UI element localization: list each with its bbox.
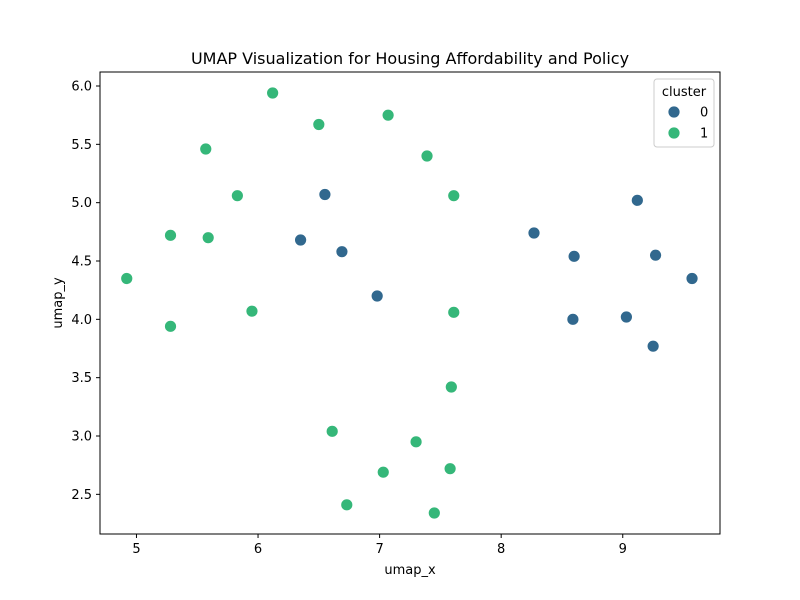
data-point-cluster-1-8: [201, 231, 215, 245]
data-point-cluster-1-1: [312, 118, 326, 131]
legend-label-cluster-0: 0: [700, 106, 708, 121]
data-point-cluster-1-15: [409, 435, 423, 449]
x-tick-label: 6: [254, 542, 262, 557]
data-point-cluster-1-3: [199, 142, 213, 156]
data-point-cluster-0-11: [685, 272, 699, 285]
legend-marker-cluster-0: [667, 105, 681, 119]
data-point-cluster-1-12: [447, 305, 461, 319]
legend-marker-cluster-1: [667, 126, 681, 140]
data-point-cluster-1-17: [443, 462, 457, 476]
y-axis-label: umap_y: [51, 277, 66, 329]
data-point-cluster-0-3: [370, 289, 384, 303]
legend: cluster 01: [653, 78, 715, 148]
legend-title: cluster: [662, 85, 707, 100]
y-tick-label: 5.0: [71, 196, 92, 211]
legend-entries: 01: [667, 105, 708, 142]
data-point-cluster-1-9: [120, 272, 134, 285]
data-point-cluster-1-18: [340, 498, 354, 512]
data-point-cluster-0-2: [335, 245, 349, 259]
y-tick-label: 5.5: [71, 138, 92, 153]
points-layer: [120, 86, 699, 520]
data-point-cluster-0-6: [566, 312, 580, 326]
data-point-cluster-1-2: [381, 108, 395, 122]
data-point-cluster-1-7: [164, 228, 177, 242]
x-tick-label: 7: [375, 542, 383, 557]
data-point-cluster-1-16: [376, 465, 390, 479]
data-point-cluster-1-19: [427, 506, 441, 520]
data-point-cluster-0-0: [318, 188, 332, 201]
y-tick-label: 2.5: [71, 488, 92, 503]
y-tick-label: 4.5: [71, 255, 92, 270]
x-axis: 5 6 7 8 9: [132, 534, 627, 557]
data-point-cluster-1-0: [266, 86, 280, 100]
chart-title: UMAP Visualization for Housing Affordabi…: [191, 49, 629, 68]
y-tick-label: 6.0: [71, 80, 92, 95]
data-point-cluster-1-6: [447, 189, 461, 203]
data-point-cluster-0-8: [649, 248, 662, 262]
x-axis-label: umap_x: [384, 563, 436, 578]
data-point-cluster-0-10: [646, 339, 660, 353]
data-point-cluster-1-5: [230, 189, 244, 203]
data-point-cluster-1-4: [420, 149, 434, 163]
data-point-cluster-0-7: [630, 193, 644, 207]
data-point-cluster-1-13: [444, 380, 458, 394]
data-point-cluster-0-4: [527, 226, 541, 240]
x-tick-label: 8: [497, 542, 505, 557]
data-point-cluster-1-11: [164, 319, 177, 333]
data-point-cluster-1-10: [245, 304, 259, 318]
data-point-cluster-0-1: [294, 233, 307, 247]
plot-frame: [99, 71, 721, 535]
x-tick-label: 9: [619, 542, 627, 557]
y-tick-label: 3.5: [71, 371, 92, 386]
x-tick-label: 5: [132, 542, 140, 557]
y-tick-label: 4.0: [71, 313, 92, 328]
y-axis: 2.5 3.0 3.5 4.0 4.5 5.0 5.5 6.0: [71, 80, 100, 503]
data-point-cluster-1-14: [325, 424, 339, 438]
y-tick-label: 3.0: [71, 430, 92, 445]
legend-label-cluster-1: 1: [700, 127, 708, 142]
data-point-cluster-0-9: [619, 310, 633, 324]
data-point-cluster-0-5: [567, 249, 581, 263]
